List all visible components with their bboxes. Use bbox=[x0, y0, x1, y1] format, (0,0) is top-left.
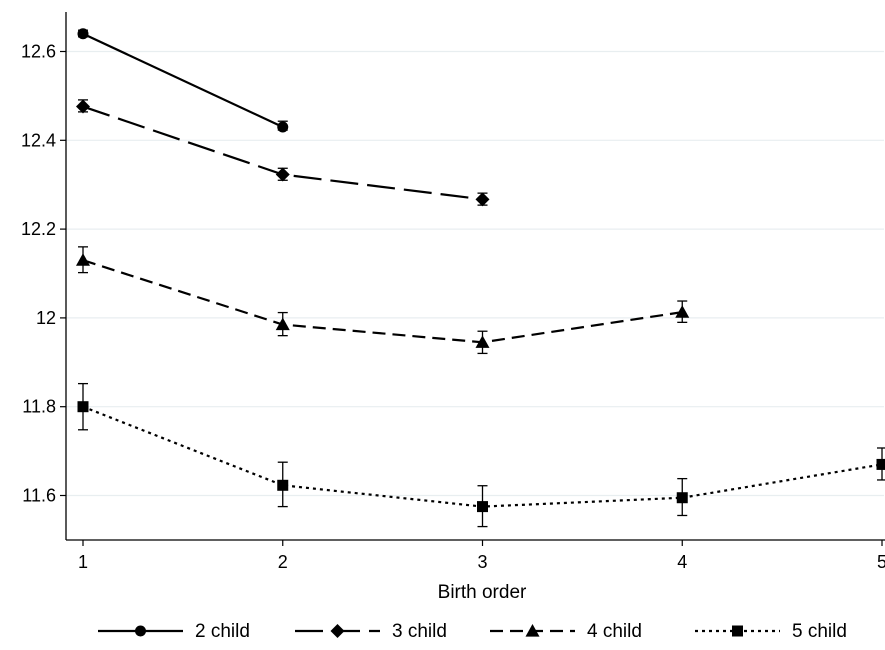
data-point bbox=[76, 253, 90, 266]
data-point bbox=[275, 317, 290, 331]
legend-label: 4 child bbox=[587, 621, 642, 642]
y-axis: 11.6 11.8 12 12.2 12.4 12.6 bbox=[21, 12, 67, 540]
data-point bbox=[76, 99, 90, 114]
y-tick-label: 11.6 bbox=[22, 486, 56, 506]
x-tick-label: 1 bbox=[78, 552, 88, 572]
data-point bbox=[475, 192, 490, 207]
plot-area bbox=[76, 28, 885, 528]
data-point bbox=[277, 121, 289, 133]
legend-item-3: 4 child bbox=[490, 621, 642, 642]
data-point bbox=[876, 458, 885, 470]
legend-marker bbox=[135, 625, 146, 637]
series-line bbox=[82, 32, 284, 128]
series-3 bbox=[76, 246, 690, 355]
series-line bbox=[82, 105, 483, 201]
x-axis-label: Birth order bbox=[438, 582, 527, 603]
data-point bbox=[277, 479, 289, 491]
series-1 bbox=[77, 28, 289, 133]
legend-marker bbox=[732, 625, 743, 637]
legend-label: 5 child bbox=[792, 621, 847, 642]
data-point bbox=[275, 167, 290, 182]
y-tick-label: 11.8 bbox=[22, 397, 56, 417]
legend-label: 3 child bbox=[392, 621, 447, 642]
gridlines bbox=[66, 50, 884, 497]
x-tick-label: 4 bbox=[677, 552, 687, 572]
y-tick-label: 12.4 bbox=[21, 130, 56, 150]
legend-label: 2 child bbox=[195, 621, 250, 642]
y-tick-label: 12 bbox=[36, 308, 56, 328]
x-tick-label: 3 bbox=[477, 552, 487, 572]
x-tick-label: 2 bbox=[278, 552, 288, 572]
data-point bbox=[77, 401, 89, 413]
series-line bbox=[82, 259, 683, 344]
x-tick-label: 5 bbox=[877, 552, 885, 572]
data-point bbox=[676, 492, 688, 504]
data-point bbox=[77, 28, 89, 40]
data-point bbox=[675, 305, 690, 318]
y-tick-label: 12.2 bbox=[21, 219, 56, 239]
series-2 bbox=[76, 99, 490, 207]
x-axis: 1 2 3 4 5 bbox=[66, 539, 885, 572]
legend-item-1: 2 child bbox=[98, 621, 250, 642]
legend-marker bbox=[330, 624, 345, 638]
legend-marker bbox=[525, 624, 540, 637]
data-point bbox=[475, 335, 490, 348]
legend-item-4: 5 child bbox=[695, 621, 847, 642]
legend: 2 child 3 child 4 child 5 child bbox=[98, 621, 847, 642]
legend-item-2: 3 child bbox=[295, 621, 447, 642]
series-4 bbox=[77, 382, 885, 528]
y-tick-label: 12.6 bbox=[21, 42, 56, 62]
data-point bbox=[477, 501, 488, 513]
